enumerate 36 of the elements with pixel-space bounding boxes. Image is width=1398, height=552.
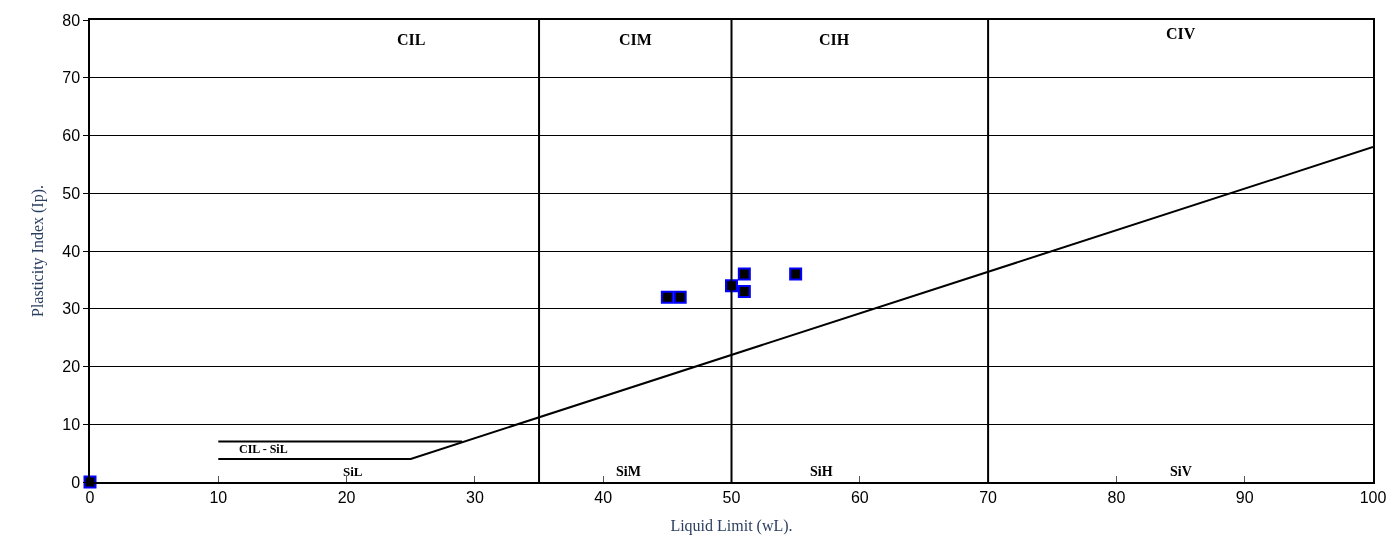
x-tick-label: 80 bbox=[1107, 488, 1126, 506]
point bbox=[737, 267, 751, 281]
x-tick-label: 60 bbox=[850, 488, 869, 506]
x-tick-label: 40 bbox=[594, 488, 613, 506]
x-tick-label: 30 bbox=[466, 488, 484, 506]
y-tick-label: 0 bbox=[71, 473, 81, 491]
y-tick-label: 80 bbox=[62, 11, 81, 29]
annotation: SiL bbox=[343, 464, 363, 479]
y-tick-label: 40 bbox=[62, 242, 81, 260]
annotation: SiM bbox=[616, 464, 641, 479]
annotation: SiV bbox=[1170, 464, 1192, 479]
annotation: SiH bbox=[810, 464, 833, 479]
annotation: CIV bbox=[1166, 25, 1196, 42]
annotation: CIL - SiL bbox=[239, 442, 288, 456]
y-axis-title: Plasticity Index (Ip). bbox=[28, 185, 47, 317]
point bbox=[789, 267, 803, 281]
x-axis-title: Liquid Limit (wL). bbox=[670, 517, 793, 536]
x-tick-label: 100 bbox=[1359, 488, 1387, 506]
point bbox=[673, 290, 687, 304]
annotation: CIM bbox=[619, 31, 652, 48]
x-tick-label: 0 bbox=[85, 488, 95, 506]
y-tick-label: 30 bbox=[62, 300, 81, 318]
y-tick-label: 10 bbox=[62, 415, 81, 433]
y-tick-label: 70 bbox=[62, 69, 81, 87]
x-tick-label: 70 bbox=[979, 488, 998, 506]
x-tick-label: 20 bbox=[337, 488, 356, 506]
y-tick-label: 20 bbox=[62, 358, 81, 376]
y-tick-label: 50 bbox=[62, 184, 81, 202]
x-tick-label: 90 bbox=[1235, 488, 1254, 506]
y-tick-label: 60 bbox=[62, 127, 81, 145]
point bbox=[660, 290, 674, 304]
x-tick-label: 50 bbox=[722, 488, 741, 506]
point bbox=[737, 284, 751, 298]
annotation: CIH bbox=[819, 31, 850, 48]
x-tick-label: 10 bbox=[209, 488, 228, 506]
annotation: CIL bbox=[397, 31, 426, 48]
